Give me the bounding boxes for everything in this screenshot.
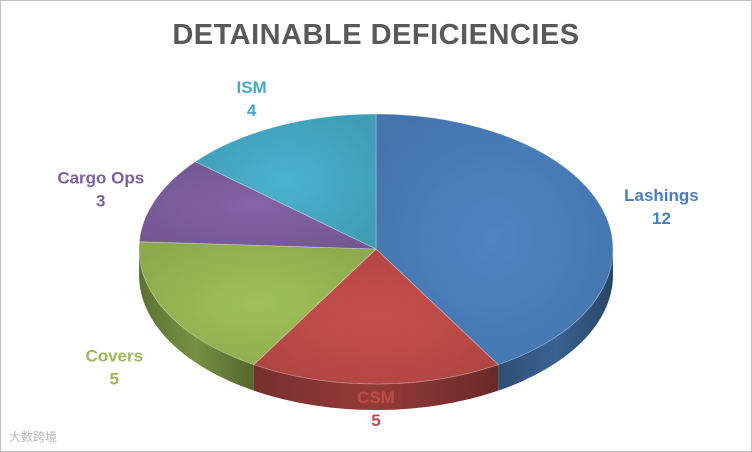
chart-title: DETAINABLE DEFICIENCIES: [172, 19, 580, 51]
data-label-csm-value: 5: [371, 411, 380, 430]
data-label-covers-category: Covers: [85, 346, 143, 365]
data-label-lashings-value: 12: [652, 209, 671, 228]
data-label-lashings-category: Lashings: [624, 186, 699, 205]
pie-side-walls: [139, 249, 613, 410]
data-labels: Lashings 12 CSM 5 Covers 5 Cargo Ops 3 ISM 4: [57, 78, 698, 430]
pie-side-lashings: [498, 249, 613, 391]
data-label-covers-value: 5: [110, 369, 119, 388]
pie-slices: [138, 113, 614, 385]
pie-slice-ism: [194, 113, 377, 250]
pie-side-csm: [253, 364, 499, 410]
pie-side-covers: [139, 249, 254, 391]
pie-slice-covers: [138, 241, 377, 366]
pie-slice-csm: [253, 248, 499, 385]
pie-slice-lashings: [375, 113, 614, 366]
data-label-cargo-ops-category: Cargo Ops: [57, 169, 144, 188]
watermark-text: 大数跨境: [9, 430, 58, 444]
pie-slice-cargo-ops: [138, 161, 377, 250]
data-label-ism-category: ISM: [236, 78, 266, 97]
data-label-csm-category: CSM: [357, 388, 395, 407]
data-label-ism-value: 4: [247, 101, 257, 120]
data-label-cargo-ops-value: 3: [96, 192, 105, 211]
